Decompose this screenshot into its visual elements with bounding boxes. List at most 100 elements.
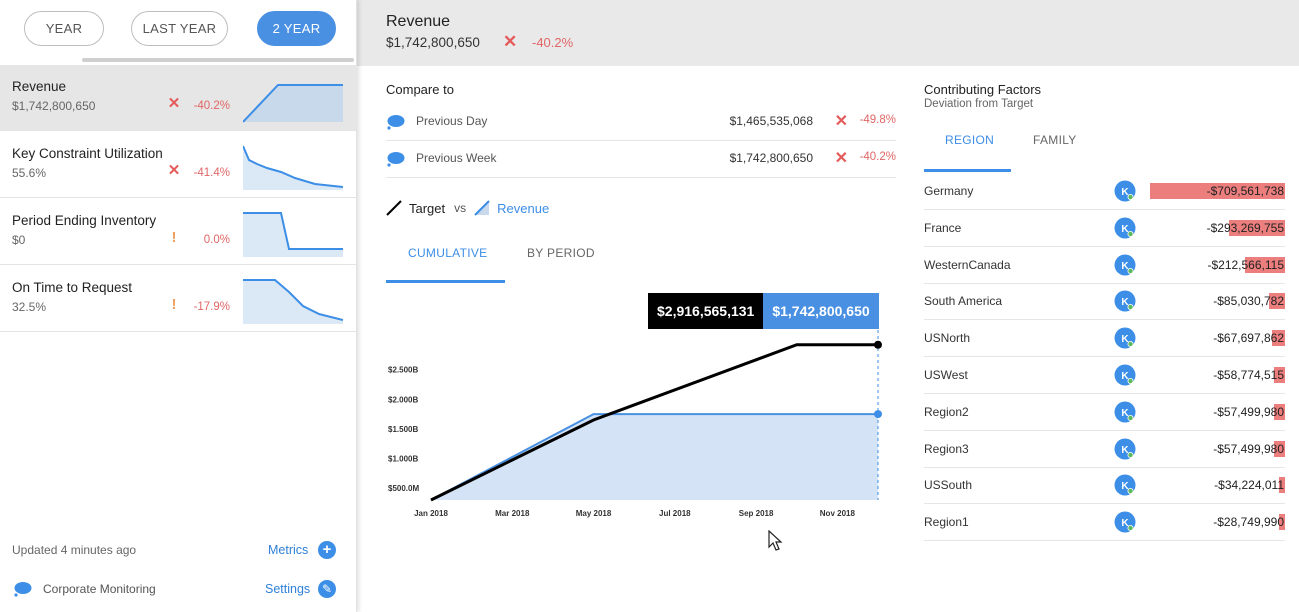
revenue-area-icon [474, 200, 490, 216]
chart-view-tabs: CUMULATIVE BY PERIOD [386, 236, 896, 284]
svg-text:K: K [1121, 408, 1129, 419]
period-tab-last-year[interactable]: LAST YEAR [131, 11, 228, 46]
factor-value: -$67,697,862 [1213, 331, 1284, 346]
factor-avatar-icon[interactable]: K [1114, 474, 1136, 496]
factor-name: USWest [924, 368, 968, 382]
factor-avatar-icon[interactable]: K [1114, 180, 1136, 202]
main-header: Revenue $1,742,800,650 ✕ -40.2% [357, 0, 1299, 66]
factor-avatar-icon[interactable]: K [1114, 401, 1136, 423]
factor-avatar-icon[interactable]: K [1114, 290, 1136, 312]
deviation-bar [1274, 440, 1285, 457]
metric-card-on-time-to-request[interactable]: On Time to Request 32.5% ! -17.9% [0, 266, 357, 332]
factor-avatar-icon[interactable]: K [1114, 511, 1136, 533]
factors-title: Contributing Factors [924, 82, 1042, 97]
svg-text:K: K [1121, 187, 1129, 198]
svg-text:K: K [1121, 261, 1129, 272]
deviation-bar [1272, 330, 1285, 347]
fail-x-icon: ✕ [834, 113, 848, 130]
factor-row[interactable]: USNorth K -$67,697,862 [924, 320, 1285, 358]
x-tick-label: Nov 2018 [820, 509, 856, 518]
metric-value: 32.5% [12, 300, 47, 314]
deviation-bar [1150, 183, 1285, 199]
compare-row-previous-week[interactable]: Previous Week $1,742,800,650 ✕ -40.2% [386, 141, 896, 178]
svg-text:K: K [1121, 224, 1129, 235]
metric-card-revenue[interactable]: Revenue $1,742,800,650 ✕ -40.2% [0, 65, 357, 131]
revenue-line [430, 413, 878, 501]
sparkline-key-constraint [243, 145, 343, 190]
factor-name: South America [924, 294, 1003, 309]
factor-name: Region3 [924, 441, 969, 456]
corporate-monitoring-label: Corporate Monitoring [43, 582, 156, 596]
deviation-bar [1244, 256, 1285, 273]
fail-x-icon: ✕ [503, 32, 518, 51]
metrics-link[interactable]: Metrics [268, 543, 309, 557]
period-tab-2-year[interactable]: 2 YEAR [257, 11, 336, 46]
factor-row[interactable]: WesternCanada K -$212,566,115 [924, 247, 1285, 284]
metric-title: Key Constraint Utilization [12, 146, 163, 161]
factors-subtitle: Deviation from Target [924, 98, 1034, 110]
factor-name: USNorth [924, 331, 971, 346]
warning-exclamation-icon: ! [171, 229, 177, 246]
add-metric-plus-icon[interactable]: + [318, 541, 336, 559]
metric-card-key-constraint-utilization[interactable]: Key Constraint Utilization 55.6% ✕ -41.4… [0, 132, 357, 198]
factor-row[interactable]: Region2 K -$57,499,980 [924, 394, 1285, 431]
factor-name: Germany [924, 184, 974, 198]
factor-avatar-icon[interactable]: K [1114, 327, 1136, 349]
deviation-bar [1268, 293, 1285, 310]
tab-cumulative[interactable]: CUMULATIVE [408, 246, 488, 260]
revenue-chart: $500.0M $1.000B $1.500B $2.000B $2.500B Jan 2… [388, 330, 882, 518]
sidebar: YEAR LAST YEAR 2 YEAR Revenue $1,742,800… [0, 0, 357, 612]
y-tick-label: $2.000B [388, 395, 418, 404]
factor-row[interactable]: France K -$293,269,755 [924, 210, 1285, 247]
legend-vs: vs [454, 201, 467, 215]
svg-text:K: K [1121, 334, 1129, 345]
header-value: $1,742,800,650 [386, 35, 480, 50]
factor-value: -$58,774,515 [1213, 368, 1284, 382]
tabs-scrollbar[interactable] [82, 58, 354, 62]
factor-row[interactable]: Germany K -$709,561,738 [924, 173, 1285, 210]
tab-family[interactable]: FAMILY [1033, 133, 1077, 147]
header-change: -40.2% [532, 35, 574, 50]
chat-bubble-icon [387, 152, 405, 167]
metric-title: On Time to Request [12, 280, 133, 295]
compare-row-previous-day[interactable]: Previous Day $1,465,535,068 ✕ -49.8% [386, 104, 896, 141]
mouse-cursor-icon [768, 530, 783, 551]
active-tab-indicator [386, 280, 505, 283]
factor-avatar-icon[interactable]: K [1114, 254, 1136, 276]
factor-row[interactable]: USSouth K -$34,224,011 [924, 467, 1285, 505]
metric-change: 0.0% [203, 234, 230, 246]
legend-revenue: Revenue [497, 200, 550, 216]
factor-row[interactable]: Region3 K -$57,499,980 [924, 431, 1285, 468]
y-tick-label: $500.0M [388, 484, 419, 493]
x-tick-label: Sep 2018 [739, 509, 774, 518]
factor-avatar-icon[interactable]: K [1114, 217, 1136, 239]
metric-change: -17.9% [193, 301, 230, 313]
compare-value: $1,742,800,650 [729, 151, 813, 165]
tab-region[interactable]: REGION [945, 133, 995, 147]
deviation-bar [1229, 219, 1285, 236]
chart-legend: Target vs Revenue [386, 200, 549, 216]
chat-bubble-icon [387, 115, 405, 130]
revenue-hover-point [874, 410, 882, 419]
y-tick-label: $2.500B [388, 366, 418, 375]
factor-row[interactable]: USWest K -$58,774,515 [924, 357, 1285, 394]
period-tab-year[interactable]: YEAR [24, 11, 104, 46]
metric-value: $1,742,800,650 [12, 99, 96, 113]
settings-wrench-icon[interactable]: ✎ [318, 580, 336, 598]
metric-card-period-ending-inventory[interactable]: Period Ending Inventory $0 ! 0.0% [0, 199, 357, 265]
factor-name: WesternCanada [924, 257, 1011, 272]
settings-link[interactable]: Settings [265, 582, 311, 596]
period-tabs: YEAR LAST YEAR 2 YEAR [0, 0, 357, 62]
factor-name: Region1 [924, 515, 969, 530]
factor-avatar-icon[interactable]: K [1114, 438, 1136, 460]
compare-label: Previous Week [416, 151, 497, 165]
page-title: Revenue [386, 13, 451, 30]
factor-value: -$212,566,115 [1207, 257, 1284, 272]
deviation-bar [1274, 403, 1285, 420]
metric-value: 55.6% [12, 166, 47, 180]
factor-row[interactable]: Region1 K -$28,749,990 [924, 504, 1285, 542]
tab-by-period[interactable]: BY PERIOD [527, 246, 595, 260]
factor-name: USSouth [924, 478, 973, 493]
factor-avatar-icon[interactable]: K [1114, 364, 1136, 386]
factor-row[interactable]: South America K -$85,030,782 [924, 283, 1285, 321]
